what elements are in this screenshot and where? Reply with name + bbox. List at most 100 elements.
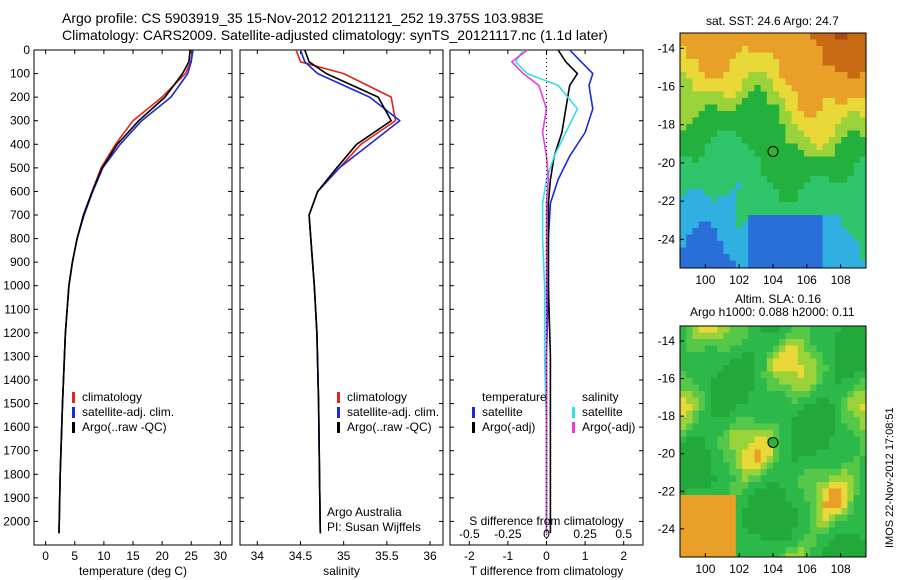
map-cell: [735, 254, 743, 261]
map-cell: [791, 443, 799, 450]
map-cell: [785, 72, 792, 79]
map-cell: [853, 449, 861, 457]
diff-legend-salinity: salinity satellite Argo(-adj): [572, 390, 635, 435]
map-cell: [692, 384, 699, 392]
map-cell: [847, 143, 854, 151]
y-tick-label: 1700: [3, 444, 30, 458]
map-cell: [723, 514, 730, 522]
map-cell: [791, 352, 799, 359]
map-cell: [822, 495, 830, 502]
map-cell: [773, 39, 780, 47]
map-cell: [717, 410, 724, 418]
map-cell: [704, 423, 712, 431]
map-cell: [853, 365, 861, 372]
map-cell: [828, 104, 836, 112]
legend-sal-satellite: satellite: [582, 405, 623, 419]
map-cell: [692, 534, 699, 541]
map-cell: [785, 469, 792, 476]
map-cell: [797, 534, 805, 541]
map-cell: [785, 33, 792, 40]
map-cell: [785, 326, 792, 333]
map-cell: [723, 202, 730, 209]
map-cell: [692, 547, 699, 554]
map-cell: [754, 104, 761, 112]
map-cell: [816, 163, 823, 170]
map-cell: [698, 417, 706, 424]
map-cell: [735, 436, 743, 444]
map-cell: [847, 39, 854, 47]
map-cell: [816, 65, 823, 73]
map-cell: [816, 540, 823, 548]
map-cell: [754, 326, 761, 333]
map-cell: [711, 202, 718, 209]
map-cell: [717, 501, 724, 509]
map-cell: [847, 371, 854, 379]
map-cell: [735, 78, 743, 86]
map-cell: [828, 46, 836, 53]
map-cell: [692, 221, 699, 229]
map-cell: [711, 482, 718, 489]
map-cell: [810, 202, 817, 209]
map-cell: [835, 143, 842, 151]
map-cell: [859, 117, 867, 125]
map-cell: [859, 254, 867, 261]
map-cell: [680, 508, 687, 515]
map-lon-label: 106: [797, 273, 817, 287]
map-cell: [748, 228, 755, 235]
map-cell: [828, 540, 836, 548]
map-cell: [766, 352, 774, 359]
map-cell: [680, 384, 687, 392]
y-tick-label: 1000: [3, 279, 30, 293]
map-cell: [859, 423, 867, 431]
x-tick-label: 34.5: [289, 549, 313, 563]
map-cell: [729, 482, 737, 489]
map-cell: [680, 527, 687, 535]
map-cell: [859, 547, 867, 554]
map-cell: [698, 449, 706, 457]
map-cell: [680, 462, 687, 470]
map-cell: [828, 221, 836, 229]
map-cell: [822, 91, 830, 99]
map-cell: [754, 553, 761, 558]
map-cell: [735, 534, 743, 541]
map-cell: [828, 365, 836, 372]
map-cell: [804, 182, 811, 190]
map-cell: [779, 85, 786, 92]
map-cell: [686, 443, 693, 450]
map-cell: [822, 104, 830, 112]
map-cell: [735, 215, 743, 222]
map-cell: [853, 547, 861, 554]
map-cell: [760, 221, 768, 229]
map-cell: [859, 234, 867, 242]
map-cell: [711, 195, 718, 203]
map-cell: [698, 85, 706, 92]
map-cell: [841, 234, 848, 242]
map-cell: [680, 495, 687, 502]
map-cell: [785, 176, 792, 183]
map-cell: [692, 156, 699, 164]
map-cell: [754, 156, 761, 164]
title-line-2: Climatology: CARS2009. Satellite-adjuste…: [62, 27, 608, 43]
map-cell: [754, 176, 761, 183]
map-cell: [779, 33, 786, 40]
map-cell: [804, 234, 811, 242]
map-cell: [686, 488, 693, 496]
map-cell: [859, 384, 867, 392]
map-cell: [717, 378, 724, 385]
map-cell: [773, 391, 780, 398]
map-cell: [841, 397, 848, 405]
map-cell: [698, 462, 706, 470]
map-cell: [686, 469, 693, 476]
map-cell: [841, 124, 848, 131]
map-cell: [841, 117, 848, 125]
map-cell: [822, 540, 830, 548]
map-cell: [735, 332, 743, 340]
map-cell: [754, 462, 761, 470]
map-cell: [804, 247, 811, 255]
map-cell: [766, 46, 774, 53]
map-lat-label: -18: [658, 409, 676, 423]
map-cell: [853, 39, 861, 47]
map-cell: [766, 462, 774, 470]
map-cell: [735, 345, 743, 353]
map-cell: [698, 501, 706, 509]
